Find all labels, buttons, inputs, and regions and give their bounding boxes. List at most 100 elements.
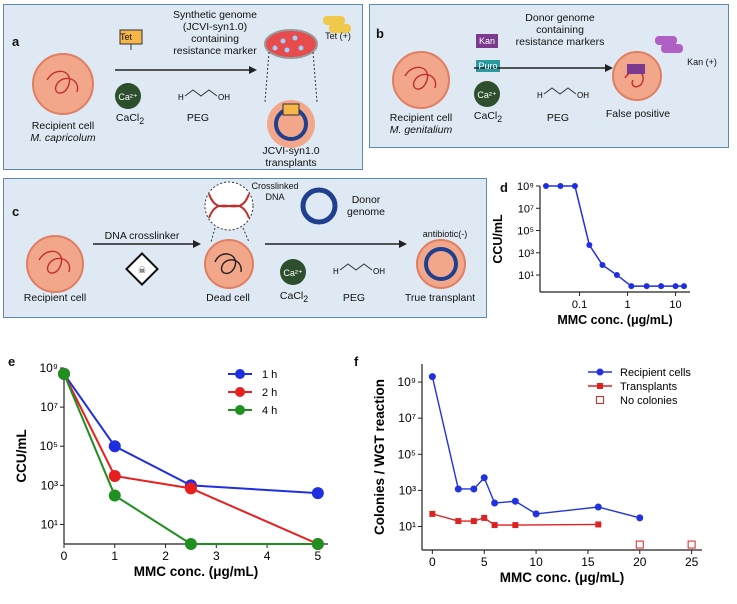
panel-c-graphics: ☠ Ca²⁺ H OH — [26, 181, 466, 293]
y-tick-label: 10⁵ — [517, 226, 534, 238]
panel-c-donor2: genome — [347, 206, 385, 218]
data-point — [599, 261, 606, 268]
panel-a-cacl2: CaCl2 — [115, 112, 145, 127]
data-point — [481, 514, 488, 521]
y-tick-label: 10³ — [41, 478, 58, 492]
ca-ion-icon — [280, 259, 306, 285]
legend-marker — [235, 405, 245, 415]
ca-ion-text: Ca²⁺ — [283, 268, 303, 278]
panel-a-desc4: resistance marker — [173, 45, 257, 57]
recipient-dna-icon — [46, 70, 79, 94]
ca-ion-icon — [115, 83, 141, 109]
y-tick-label: 10⁷ — [518, 203, 534, 215]
ca-ion-text: Ca²⁺ — [477, 90, 497, 100]
data-point — [184, 538, 197, 550]
panel-a-tet-plus: Tet (+) — [325, 31, 351, 41]
data-point — [687, 540, 696, 549]
panel-a-desc2: (JCVI-syn1.0) — [182, 21, 248, 33]
data-point — [311, 487, 324, 500]
peg-formula: H — [178, 93, 184, 102]
legend-marker — [235, 369, 245, 379]
x-axis-title: MMC conc. (μg/mL) — [134, 564, 259, 579]
svg-text:☠: ☠ — [138, 265, 146, 275]
x-tick-label: 25 — [685, 555, 699, 569]
y-tick-label: 10¹ — [399, 520, 416, 534]
x-tick-label: 4 — [264, 549, 271, 563]
x-tick-label: 5 — [481, 555, 488, 569]
dead-cell-icon — [204, 239, 254, 289]
panel-c-result: True transplant — [404, 292, 476, 304]
legend-label: Transplants — [620, 381, 678, 393]
panel-a-recipient: Recipient cell — [31, 120, 95, 132]
x-tick-label: 0 — [429, 555, 436, 569]
y-tick-label: 10³ — [518, 248, 534, 260]
recipient-cell-icon — [392, 51, 450, 109]
svg-text:OH: OH — [218, 93, 230, 102]
svg-text:OH: OH — [577, 91, 589, 100]
y-tick-label: 10⁹ — [40, 361, 59, 375]
donor-genome-icon — [300, 187, 338, 225]
data-point — [470, 485, 478, 493]
false-positive-cell-icon — [612, 51, 662, 101]
data-point — [542, 183, 549, 189]
recipient-cell-icon — [32, 53, 94, 115]
legend-marker — [235, 387, 245, 397]
data-point — [512, 522, 519, 529]
data-point — [643, 283, 650, 290]
panel-c-crosslinker: DNA crosslinker — [104, 230, 180, 242]
panel-e-label: e — [8, 354, 16, 369]
data-point — [108, 440, 121, 453]
legend-label: 2 h — [262, 387, 277, 399]
panel-c-donor1: Donor — [351, 194, 381, 206]
panel-b-desc2: containing — [536, 24, 584, 36]
panel-b-cacl2: CaCl2 — [473, 110, 503, 125]
panel-b-graphics: Ca²⁺ H OH — [392, 34, 683, 109]
svg-text:H: H — [537, 91, 543, 100]
panel-a-result1: JCVI-syn1.0 — [262, 145, 320, 157]
legend-label: Recipient cells — [620, 367, 691, 379]
data-point — [635, 540, 644, 549]
legend-marker — [596, 396, 604, 404]
y-tick-label: 10⁹ — [517, 181, 534, 193]
panel-b-marker2: Puro — [478, 61, 498, 71]
y-tick-label: 10³ — [399, 483, 416, 497]
x-tick-label: 3 — [213, 549, 220, 563]
series-line-1h — [63, 373, 318, 495]
legend-marker — [596, 368, 604, 376]
panel-b-marker1: Kan — [478, 36, 495, 46]
x-tick-label: 10 — [669, 299, 681, 311]
x-tick-label: 0.1 — [572, 299, 587, 311]
x-axis-title: MMC conc. (μg/mL) — [557, 313, 672, 327]
data-point — [672, 283, 679, 290]
data-point — [594, 503, 602, 511]
series-line-2h — [63, 373, 319, 545]
legend-marker — [597, 383, 603, 389]
panel-a-marker-label: Tet — [120, 32, 133, 42]
y-tick-label: 10⁷ — [398, 411, 416, 425]
data-point — [480, 474, 488, 482]
x-axis-title: MMC conc. (μg/mL) — [500, 570, 625, 585]
panel-a-peg: PEG — [186, 112, 210, 124]
panel-a-label: a — [12, 34, 20, 49]
kan-marker-icon — [476, 34, 498, 48]
data-point — [595, 521, 602, 528]
puro-marker-icon — [476, 60, 500, 72]
panel-f-label: f — [354, 354, 359, 369]
crosslinker-hazard-icon — [125, 252, 159, 286]
y-axis-title: Colonies / WGT reaction — [372, 379, 387, 535]
data-point — [429, 510, 436, 517]
x-tick-label: 2 — [162, 549, 169, 563]
data-point — [470, 518, 477, 525]
x-tick-label: 1 — [111, 549, 118, 563]
recipient-series-line — [431, 376, 640, 519]
legend-label: 1 h — [262, 369, 277, 381]
panel-c-label: c — [12, 204, 20, 219]
data-point — [108, 470, 121, 483]
chart-e: 10⁹ 10⁷ 10⁵ 10³ 10¹ 0 1 2 3 4 5 MMC conc. (μg/mL) CC… — [14, 361, 328, 579]
panel-c-dead: Dead cell — [206, 292, 250, 304]
series-line — [545, 185, 685, 287]
data-point — [454, 485, 462, 493]
data-point — [108, 489, 121, 502]
panel-d-label: d — [500, 180, 508, 195]
data-point — [491, 522, 498, 529]
